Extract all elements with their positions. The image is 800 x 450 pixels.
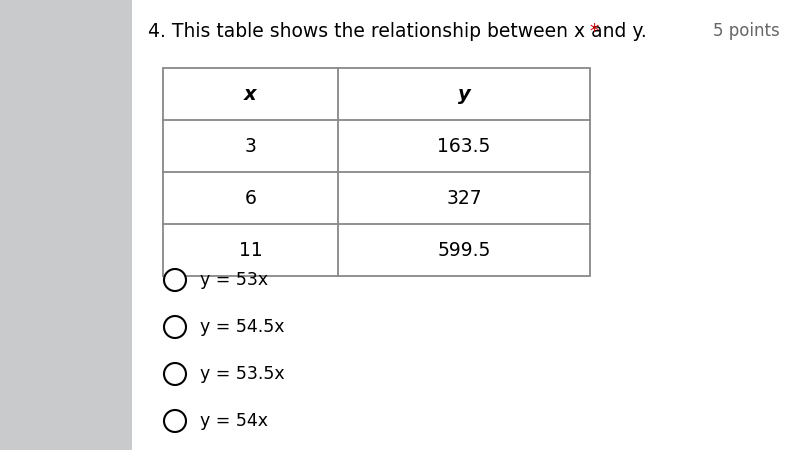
Bar bbox=[163, 68, 590, 276]
Text: y = 54.5x: y = 54.5x bbox=[200, 318, 285, 336]
Text: y = 53.5x: y = 53.5x bbox=[200, 365, 285, 383]
Text: 5 points: 5 points bbox=[714, 22, 780, 40]
Text: 3: 3 bbox=[245, 136, 257, 156]
Text: x: x bbox=[244, 85, 257, 104]
Text: 327: 327 bbox=[446, 189, 482, 207]
Circle shape bbox=[164, 316, 186, 338]
Text: y = 53x: y = 53x bbox=[200, 271, 268, 289]
Bar bbox=[132, 0, 800, 450]
Text: 6: 6 bbox=[245, 189, 257, 207]
Circle shape bbox=[164, 363, 186, 385]
Text: 4. This table shows the relationship between x and y.: 4. This table shows the relationship bet… bbox=[148, 22, 646, 41]
Circle shape bbox=[164, 269, 186, 291]
Text: y = 54x: y = 54x bbox=[200, 412, 268, 430]
Circle shape bbox=[164, 410, 186, 432]
Text: 11: 11 bbox=[238, 240, 262, 260]
Text: 599.5: 599.5 bbox=[438, 240, 490, 260]
Text: *: * bbox=[584, 22, 599, 41]
Text: 163.5: 163.5 bbox=[438, 136, 490, 156]
Text: y: y bbox=[458, 85, 470, 104]
